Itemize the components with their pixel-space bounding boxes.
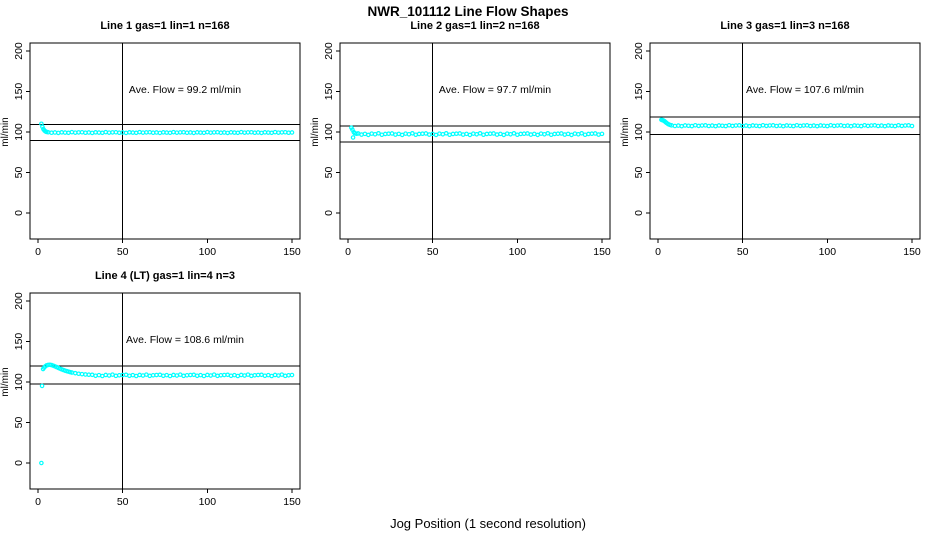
axes: 0 50 100 150 0 50 100 150 200 ml/min [310,42,611,258]
panel-title: Line 1 gas=1 lin=1 n=168 [100,20,230,32]
y-tick-label: 100 [323,123,335,141]
plot-svg-line-1: 0 50 100 150 0 50 100 150 200 ml/min [0,42,301,258]
data-point [39,460,44,466]
data-point [39,383,45,389]
x-tick-label: 100 [199,246,217,258]
panel-line-2: Line 2 gas=1 lin=2 n=168 Ave. Flow = 97.… [310,20,622,270]
plot-svg-line-4: 0 50 100 150 0 50 100 150 200 ml/min [0,292,301,508]
data-point [599,131,605,137]
plot-frame [649,42,921,240]
x-tick-label: 150 [903,246,921,258]
y-tick-label: 150 [13,333,25,351]
ave-flow-annotation: Ave. Flow = 97.7 ml/min [438,84,552,96]
x-tick-label: 0 [35,496,41,508]
y-tick-label: 100 [633,123,645,141]
y-axis-label: ml/min [620,117,631,146]
y-tick-label: 200 [633,42,645,60]
data-points [349,125,605,140]
y-tick-label: 50 [13,167,25,179]
axes: 0 50 100 150 0 50 100 150 200 ml/min [0,42,301,258]
x-tick-label: 50 [737,246,749,258]
y-tick-label: 150 [633,83,645,101]
y-axis-label: ml/min [0,117,11,146]
y-axis-label: ml/min [0,367,11,396]
figure-title: NWR_101112 Line Flow Shapes [367,4,569,19]
data-point [350,135,356,140]
y-tick-label: 0 [13,460,25,466]
data-point [289,372,295,378]
data-points [39,362,295,466]
x-tick-label: 50 [117,246,129,258]
axes: 0 50 100 150 0 50 100 150 200 ml/min [0,292,301,508]
y-tick-label: 0 [633,210,645,216]
panel-line-3: Line 3 gas=1 lin=3 n=168 Ave. Flow = 107… [620,20,932,270]
y-tick-label: 0 [13,210,25,216]
panel-title: Line 3 gas=1 lin=3 n=168 [720,20,850,32]
y-tick-label: 200 [323,42,335,60]
plot-frame [339,42,611,240]
y-axis-label: ml/min [310,117,321,146]
y-tick-label: 100 [13,123,25,141]
data-point [909,123,915,129]
y-tick-label: 50 [13,417,25,429]
ave-flow-annotation: Ave. Flow = 99.2 ml/min [128,84,242,96]
plot-svg-line-2: 0 50 100 150 0 50 100 150 200 ml/min [310,42,611,258]
panel-title: Line 2 gas=1 lin=2 n=168 [410,20,540,32]
x-tick-label: 100 [509,246,527,258]
x-tick-label: 100 [819,246,837,258]
x-tick-label: 50 [117,496,129,508]
x-tick-label: 150 [283,246,301,258]
data-point [289,130,295,135]
panel-title: Line 4 (LT) gas=1 lin=4 n=3 [94,270,236,282]
y-tick-label: 100 [13,373,25,391]
panel-line-4: Line 4 (LT) gas=1 lin=4 n=3 Ave. Flow = … [0,270,312,520]
x-axis-label: Jog Position (1 second resolution) [390,516,586,531]
y-tick-label: 200 [13,42,25,60]
data-points [659,117,915,129]
y-tick-label: 200 [13,292,25,310]
panel-line-1: Line 1 gas=1 lin=1 n=168 Ave. Flow = 99.… [0,20,312,270]
plot-frame [29,292,301,490]
x-tick-label: 50 [427,246,439,258]
y-tick-label: 150 [323,83,335,101]
axes: 0 50 100 150 0 50 100 150 200 ml/min [620,42,921,258]
x-tick-label: 150 [593,246,611,258]
x-tick-label: 100 [199,496,217,508]
x-tick-label: 0 [345,246,351,258]
y-tick-label: 50 [633,167,645,179]
y-tick-label: 0 [323,210,335,216]
y-tick-label: 50 [323,167,335,179]
x-tick-label: 0 [655,246,661,258]
y-tick-label: 150 [13,83,25,101]
ave-flow-annotation: Ave. Flow = 107.6 ml/min [746,84,864,96]
plot-svg-line-3: 0 50 100 150 0 50 100 150 200 ml/min [620,42,921,258]
x-tick-label: 0 [35,246,41,258]
x-tick-label: 150 [283,496,301,508]
ave-flow-annotation: Ave. Flow = 108.6 ml/min [126,334,244,346]
data-points [39,121,295,136]
